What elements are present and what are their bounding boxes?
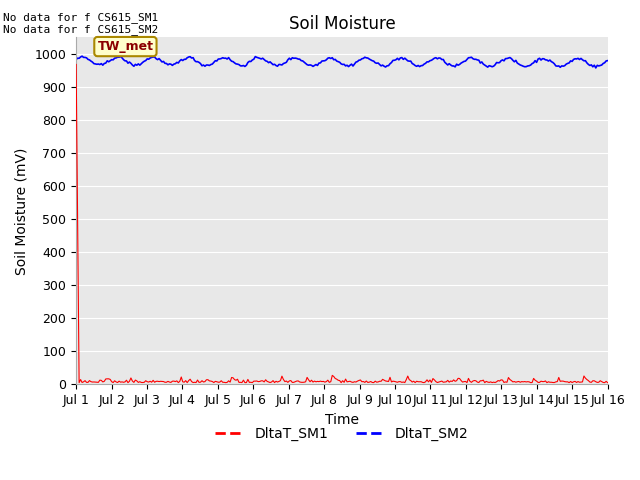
Text: TW_met: TW_met [97, 40, 154, 53]
Text: No data for f CS615_SM2: No data for f CS615_SM2 [3, 24, 159, 35]
Text: No data for f CS615_SM1: No data for f CS615_SM1 [3, 12, 159, 23]
Legend: DltaT_SM1, DltaT_SM2: DltaT_SM1, DltaT_SM2 [210, 421, 474, 447]
X-axis label: Time: Time [325, 413, 359, 427]
Y-axis label: Soil Moisture (mV): Soil Moisture (mV) [15, 147, 29, 275]
Title: Soil Moisture: Soil Moisture [289, 15, 396, 33]
